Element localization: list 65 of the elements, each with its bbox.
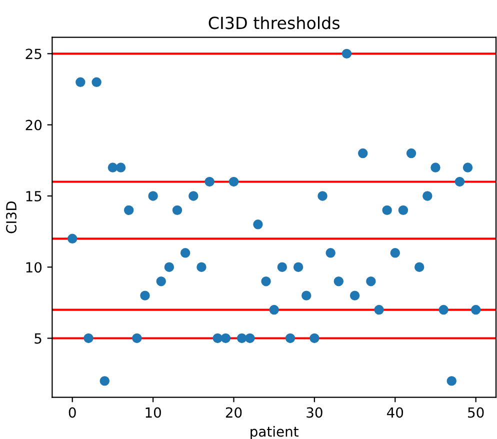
point (382, 205, 392, 216)
point (140, 290, 150, 300)
point (462, 162, 473, 172)
point (390, 248, 400, 258)
point (277, 262, 288, 272)
y-axis-title: CI3D (6, 201, 17, 234)
y-tick-label: 10 (26, 262, 42, 273)
point (92, 77, 102, 87)
point (108, 162, 118, 172)
y-tick-label: 5 (34, 333, 42, 344)
point (204, 176, 214, 187)
point (124, 205, 134, 216)
point (398, 205, 408, 216)
point (132, 333, 142, 344)
point (422, 191, 432, 201)
point (374, 304, 384, 315)
point (172, 205, 182, 216)
point (334, 276, 344, 286)
point (261, 276, 271, 286)
point (342, 48, 352, 59)
point (350, 290, 360, 300)
x-tick-label: 20 (226, 407, 242, 418)
point (220, 333, 231, 344)
point (84, 333, 94, 344)
x-tick-label: 40 (386, 407, 404, 418)
point (366, 276, 376, 286)
point (100, 376, 110, 386)
point (302, 290, 312, 300)
point (454, 176, 465, 187)
point (164, 262, 174, 272)
point (253, 220, 263, 230)
point (326, 248, 336, 258)
point (148, 191, 158, 201)
x-axis-title: patient (250, 426, 298, 439)
point (318, 191, 328, 201)
y-tick-label: 25 (26, 48, 42, 60)
point (212, 333, 222, 344)
point (446, 376, 456, 386)
point (116, 162, 126, 172)
point (285, 333, 296, 344)
point (156, 276, 166, 286)
x-tick-label: 10 (146, 407, 161, 418)
point (438, 304, 448, 315)
point (67, 234, 78, 244)
point (430, 162, 440, 172)
chart-title: CI3D thresholds (208, 16, 340, 30)
y-tick-label: 15 (26, 191, 42, 202)
point (414, 262, 424, 272)
x-tick-label: 50 (468, 407, 484, 418)
point (406, 148, 416, 158)
point (188, 191, 198, 201)
point (293, 262, 304, 272)
point (245, 333, 255, 344)
y-tick-label: 20 (26, 120, 42, 130)
point (180, 248, 190, 258)
point (269, 304, 279, 315)
point (228, 176, 239, 187)
x-tick-label: 0 (68, 407, 76, 418)
point (196, 262, 206, 272)
point (470, 304, 481, 315)
point (358, 148, 368, 158)
point (236, 333, 247, 344)
point (76, 77, 86, 87)
point (310, 333, 320, 344)
x-tick-label: 30 (306, 407, 322, 418)
